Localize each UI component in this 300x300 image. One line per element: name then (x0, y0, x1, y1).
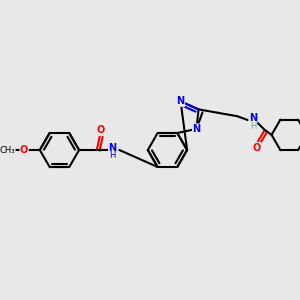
Text: O: O (20, 145, 28, 155)
Text: N: N (249, 113, 257, 123)
Text: N: N (176, 96, 185, 106)
Text: O: O (97, 125, 105, 135)
Text: H: H (109, 152, 116, 160)
Text: O: O (253, 142, 261, 153)
Text: N: N (192, 124, 200, 134)
Text: N: N (108, 143, 116, 153)
Text: CH₃: CH₃ (0, 146, 15, 154)
Text: H: H (250, 122, 256, 130)
